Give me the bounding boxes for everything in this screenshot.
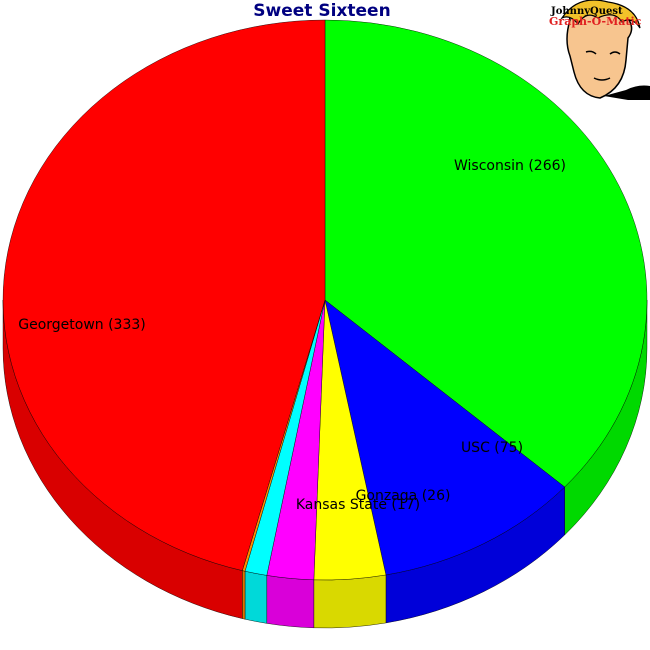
pie-side-gonzaga xyxy=(313,574,387,629)
chart-title: Sweet Sixteen xyxy=(253,1,390,21)
pie-depth xyxy=(2,299,648,629)
slice-label-gonzaga: Gonzaga (26) xyxy=(356,488,451,504)
slice-label-wisconsin: Wisconsin (266) xyxy=(454,158,566,174)
pie-slice-georgetown xyxy=(2,19,326,571)
logo: JohnnyQuest Graph-O-Matic xyxy=(549,0,650,100)
logo-line-1: JohnnyQuest xyxy=(550,6,623,17)
slice-label-georgetown: Georgetown (333) xyxy=(18,317,146,333)
pie-side-unlabeled-4 xyxy=(244,570,267,624)
slice-label-usc: USC (75) xyxy=(461,440,523,456)
logo-line-2: Graph-O-Matic xyxy=(549,15,642,28)
slice-label-kansas-state: Kansas State (17) xyxy=(296,497,420,513)
slice-labels: Wisconsin (266) USC (75) Gonzaga (26)Kansa… xyxy=(18,158,566,513)
pie-side-kansas-state xyxy=(266,575,315,629)
pie-side-unlabeled-5 xyxy=(242,570,246,620)
pie-slice-usc xyxy=(324,299,565,576)
pie-slices xyxy=(2,19,648,581)
cartoon-boy-face-icon xyxy=(560,0,650,100)
pie-slice-wisconsin xyxy=(324,19,648,488)
